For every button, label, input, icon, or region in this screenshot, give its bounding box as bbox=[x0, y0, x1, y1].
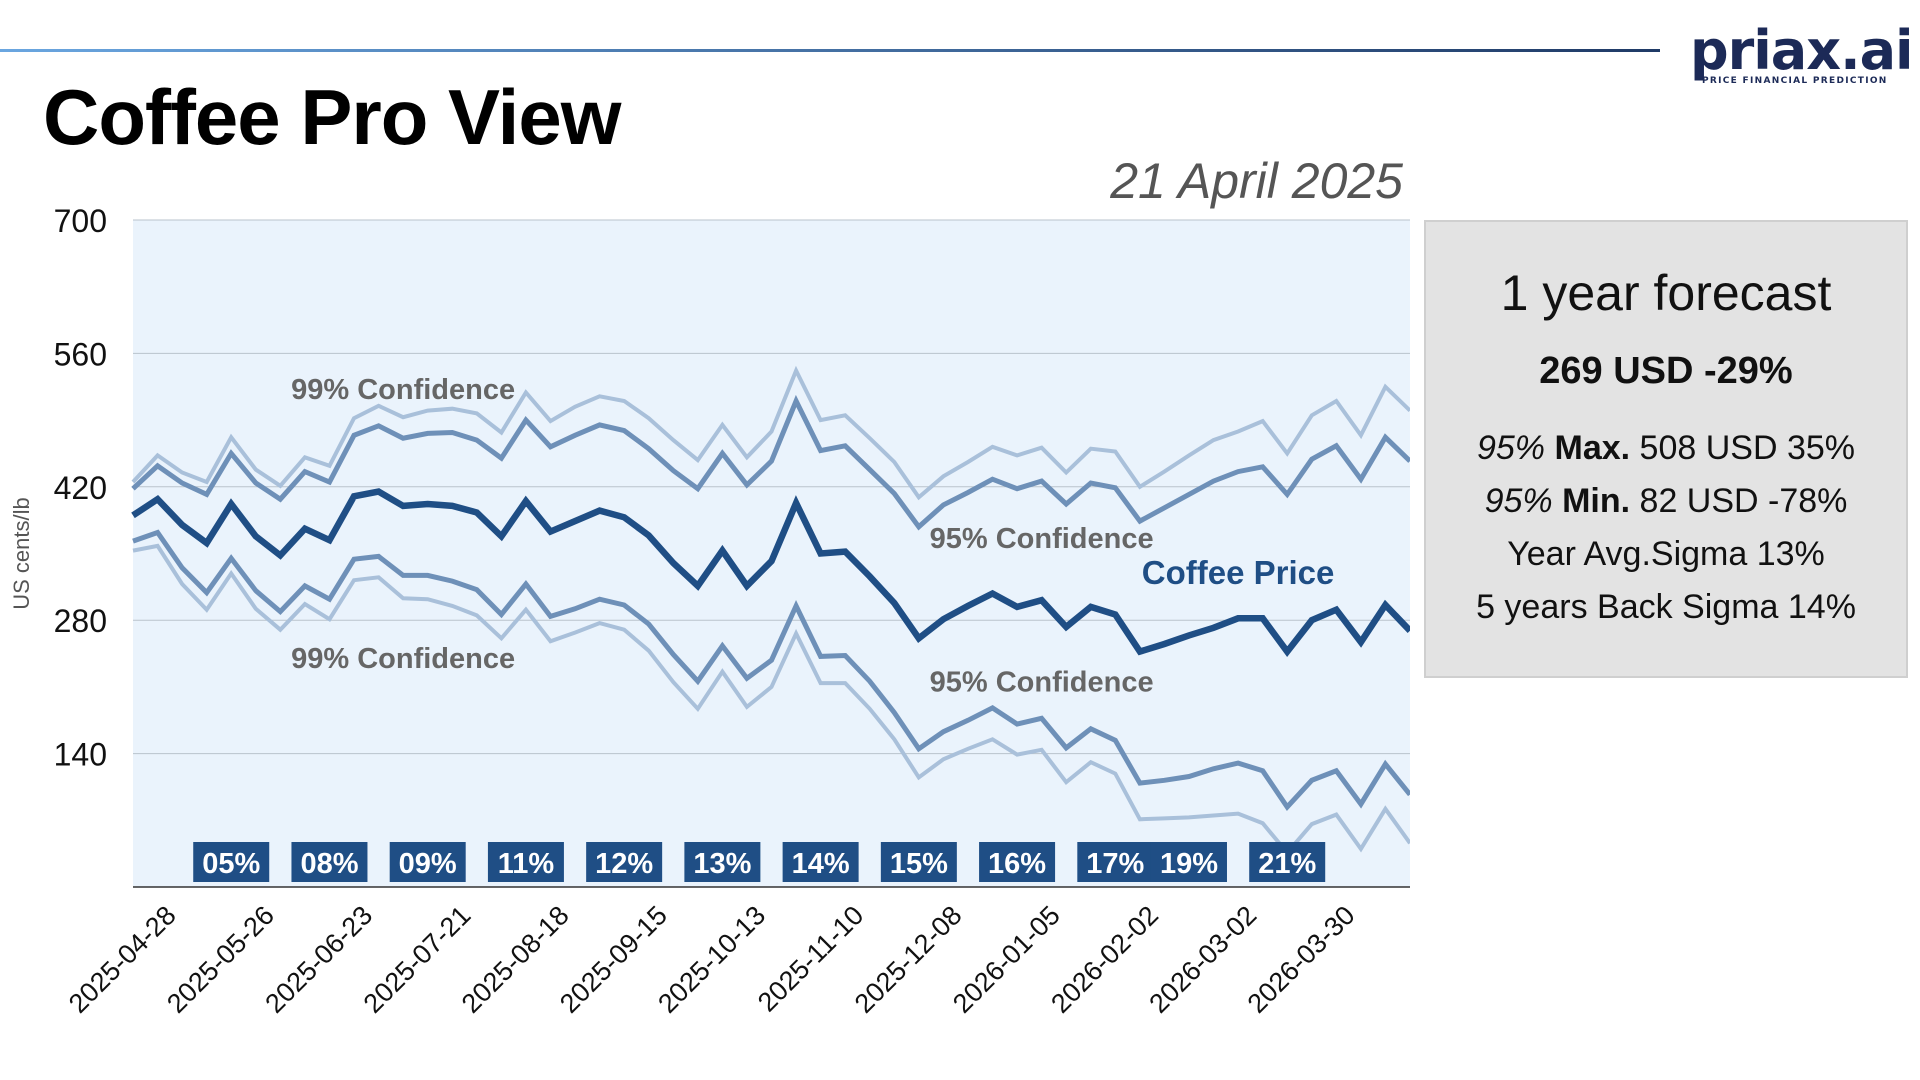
sigma-badge-label: 16% bbox=[988, 848, 1046, 880]
sigma-badge-label: 13% bbox=[693, 848, 751, 880]
sigma-badge-box bbox=[1077, 842, 1154, 882]
confidence-label: 99% Confidence bbox=[291, 643, 515, 675]
sigma-badge: 19% bbox=[1150, 842, 1227, 882]
forecast-year-sigma: Year Avg.Sigma 13% bbox=[1507, 535, 1825, 573]
sigma-badge: 13% bbox=[684, 842, 761, 882]
y-tick-label: 140 bbox=[54, 737, 107, 773]
series-95-lower bbox=[132, 529, 1410, 812]
sigma-badge-box bbox=[487, 842, 564, 882]
sigma-badge-label: 12% bbox=[595, 848, 653, 880]
x-tick-label: 2026-03-30 bbox=[1242, 900, 1361, 1019]
forecast-min-value: 82 USD -78% bbox=[1639, 482, 1848, 520]
sigma-badge: 12% bbox=[586, 842, 663, 882]
forecast-max: 95% Max. 508 USD 35% bbox=[1426, 429, 1906, 468]
y-axis-ticks: 140 280 420 560 700 bbox=[54, 203, 107, 773]
x-axis-ticks: 2025-04-282025-05-262025-06-232025-07-21… bbox=[63, 900, 1361, 1019]
sigma-badge: 05% bbox=[193, 842, 270, 882]
sigma-badge-box bbox=[389, 842, 466, 882]
confidence-labels: 99% Confidence 99% Confidence 95% Confiden… bbox=[291, 374, 1334, 699]
sigma-badge-box bbox=[291, 842, 368, 882]
sigma-badge-label: 09% bbox=[399, 848, 457, 880]
confidence-label: 95% Confidence bbox=[930, 523, 1154, 555]
series-99-upper bbox=[131, 365, 1410, 501]
sigma-badge-box bbox=[684, 842, 761, 882]
y-tick-label: 420 bbox=[54, 470, 107, 506]
sigma-badge-label: 19% bbox=[1160, 848, 1218, 880]
sigma-badge-label: 08% bbox=[300, 848, 358, 880]
forecast-title: 1 year forecast bbox=[1500, 265, 1832, 321]
forecast-min: 95% Min. 82 USD -78% bbox=[1426, 482, 1906, 521]
forecast-max-value: 508 USD 35% bbox=[1639, 429, 1856, 467]
sigma-badge-box bbox=[586, 842, 663, 882]
sigma-badge-label: 11% bbox=[498, 848, 555, 880]
sigma-badge-box bbox=[880, 842, 957, 882]
sigma-badge-box bbox=[193, 842, 270, 882]
series-lines bbox=[131, 365, 1410, 856]
confidence-label: 95% Confidence bbox=[930, 667, 1154, 699]
sigma-badge-label: 21% bbox=[1258, 848, 1316, 880]
grid-lines bbox=[133, 219, 1410, 888]
sigma-badge-box bbox=[1150, 842, 1227, 882]
forecast-min-label: Min. bbox=[1562, 482, 1631, 520]
forecast-min-prefix: 95% bbox=[1484, 482, 1553, 520]
x-tick-label: 2025-10-13 bbox=[652, 900, 771, 1019]
y-axis-label: US cents/lb bbox=[9, 497, 34, 610]
sigma-badge: 21% bbox=[1249, 842, 1326, 882]
coffee-price-label: Coffee Price bbox=[1142, 554, 1335, 591]
confidence-label: 99% Confidence bbox=[291, 374, 515, 406]
series-99-lower bbox=[132, 543, 1410, 856]
sigma-badge-label: 05% bbox=[202, 848, 260, 880]
series-95-upper bbox=[131, 394, 1410, 531]
forecast-five-year-sigma: 5 years Back Sigma 14% bbox=[1476, 588, 1856, 626]
sigma-badge-label: 14% bbox=[792, 848, 850, 880]
page-title: Coffee Pro View bbox=[43, 73, 621, 161]
forecast-panel: 1 year forecast 269 USD -29% 95% Max. 50… bbox=[1424, 220, 1908, 678]
sigma-badge: 09% bbox=[389, 842, 466, 882]
y-tick-label: 700 bbox=[54, 203, 107, 239]
sigma-badge-box bbox=[782, 842, 859, 882]
y-tick-label: 280 bbox=[54, 603, 107, 639]
header-rule bbox=[0, 49, 1660, 52]
forecast-max-label: Max. bbox=[1554, 429, 1631, 467]
sigma-badge: 16% bbox=[979, 842, 1056, 882]
sigma-badge: 15% bbox=[880, 842, 957, 882]
sigma-badge: 11% bbox=[487, 842, 564, 882]
coffee-price-chart: 140 280 420 560 700 US cents/lb 99% Confiden… bbox=[9, 203, 1410, 1019]
sigma-badge-box bbox=[979, 842, 1056, 882]
forecast-max-prefix: 95% bbox=[1476, 429, 1546, 467]
priax-logo: priax.ai PRICE FINANCIAL PREDICTION bbox=[1690, 19, 1914, 88]
sigma-badge-box bbox=[1249, 842, 1326, 882]
sigma-badge-label: 15% bbox=[890, 848, 948, 880]
sigma-badge: 08% bbox=[291, 842, 368, 882]
sigma-badges: 05% 08% 09% 11% 12% 13% 14% 15% 16% 17% 19% 21% bbox=[193, 842, 1326, 882]
sigma-badge: 17% bbox=[1077, 842, 1154, 882]
report-date: 21 April 2025 bbox=[1110, 153, 1403, 209]
forecast-headline: 269 USD -29% bbox=[1539, 350, 1793, 392]
y-tick-label: 560 bbox=[54, 336, 107, 372]
sigma-badge: 14% bbox=[782, 842, 859, 882]
logo-tagline: PRICE FINANCIAL PREDICTION bbox=[1702, 76, 1888, 86]
logo-wordmark: priax.ai bbox=[1690, 19, 1914, 82]
sigma-badge-label: 17% bbox=[1086, 848, 1144, 880]
series-coffee-price bbox=[131, 488, 1410, 657]
